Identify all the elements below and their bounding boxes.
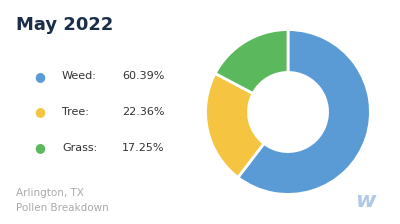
Wedge shape <box>215 30 288 93</box>
Text: ●: ● <box>34 106 46 118</box>
Text: Weed:: Weed: <box>62 71 97 81</box>
Text: Arlington, TX
Pollen Breakdown: Arlington, TX Pollen Breakdown <box>16 188 109 213</box>
Text: May 2022: May 2022 <box>16 16 113 34</box>
Text: Grass:: Grass: <box>62 143 97 153</box>
Wedge shape <box>206 73 264 177</box>
Wedge shape <box>238 30 370 194</box>
Text: Tree:: Tree: <box>62 107 89 117</box>
Text: ●: ● <box>34 141 46 154</box>
Text: 60.39%: 60.39% <box>122 71 164 81</box>
Text: 22.36%: 22.36% <box>122 107 164 117</box>
Text: ●: ● <box>34 70 46 83</box>
Text: w: w <box>356 191 376 211</box>
Text: 17.25%: 17.25% <box>122 143 164 153</box>
